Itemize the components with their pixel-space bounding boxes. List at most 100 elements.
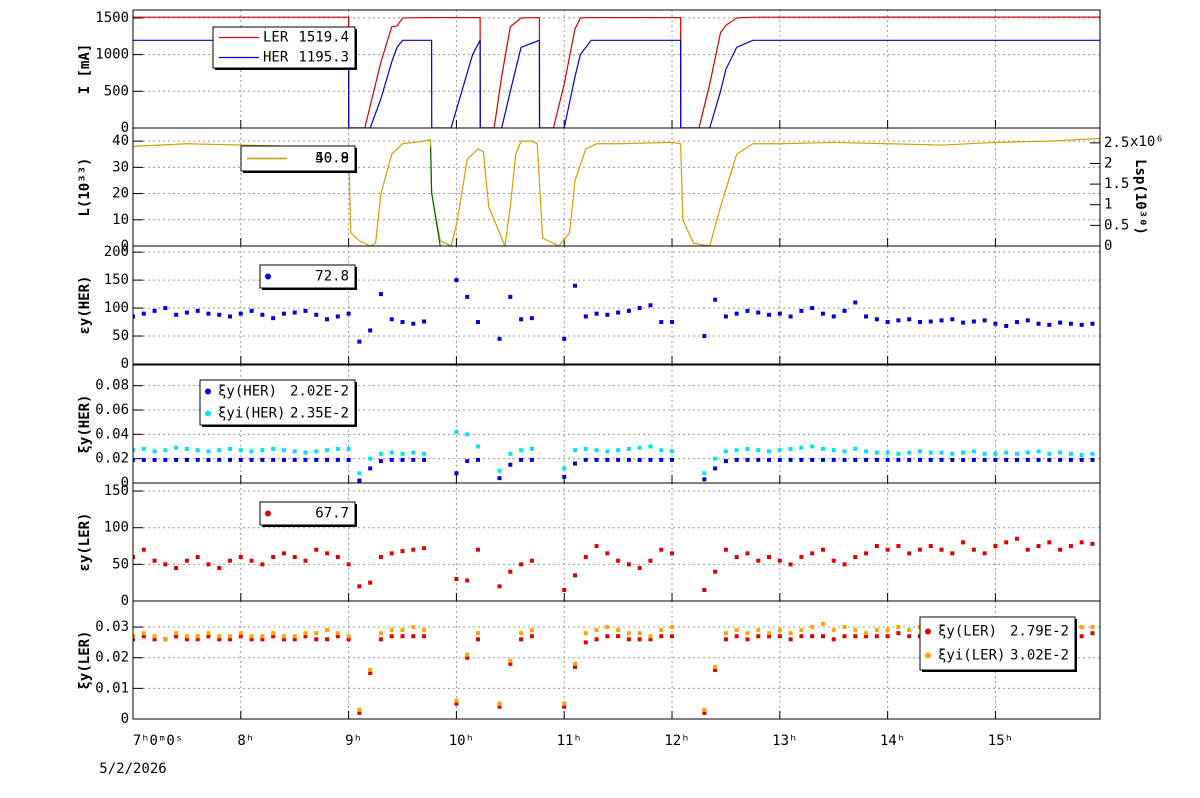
- legend-value: 72.8: [315, 269, 349, 285]
- point: [572, 283, 577, 288]
- point: [133, 457, 135, 462]
- point: [206, 634, 211, 639]
- legend-swatch: [925, 652, 931, 659]
- point: [368, 667, 373, 672]
- point: [799, 628, 804, 633]
- point: [853, 555, 858, 560]
- y2-tick-label: 1.5: [1104, 176, 1129, 192]
- point: [228, 457, 233, 462]
- point: [281, 311, 286, 316]
- point: [217, 634, 222, 639]
- point: [1090, 631, 1095, 636]
- point: [648, 634, 653, 639]
- point: [853, 634, 858, 639]
- point: [206, 457, 211, 462]
- plot-area: [133, 278, 1095, 344]
- point: [325, 637, 330, 642]
- point: [961, 320, 966, 325]
- point: [357, 707, 362, 712]
- x-tick-label: 13ʰ: [772, 733, 797, 749]
- point: [378, 459, 383, 464]
- point: [713, 297, 718, 302]
- point: [249, 634, 254, 639]
- point: [1058, 320, 1063, 325]
- legend-label: ξyi(LER): [938, 648, 1005, 664]
- point: [659, 628, 664, 633]
- y2-tick-label: 0: [1104, 238, 1112, 254]
- point: [184, 457, 189, 462]
- point: [206, 562, 211, 567]
- point: [950, 317, 955, 322]
- y-axis-label: εy(HER): [77, 275, 93, 334]
- point: [400, 451, 405, 456]
- point: [368, 328, 373, 333]
- point: [357, 478, 362, 483]
- point: [174, 566, 179, 571]
- point: [1090, 541, 1095, 546]
- point: [820, 457, 825, 462]
- point: [820, 311, 825, 316]
- point: [616, 634, 621, 639]
- point: [961, 450, 966, 455]
- y-tick-label: 30: [112, 159, 129, 175]
- point: [238, 634, 243, 639]
- point: [411, 634, 416, 639]
- point: [799, 457, 804, 462]
- point: [497, 701, 502, 706]
- point: [572, 573, 577, 578]
- y-tick-label: 0.02: [95, 451, 129, 467]
- point: [820, 634, 825, 639]
- point: [335, 314, 340, 319]
- point: [799, 445, 804, 450]
- point: [411, 321, 416, 326]
- point: [411, 450, 416, 455]
- point: [508, 462, 513, 467]
- point: [271, 316, 276, 321]
- point: [357, 339, 362, 344]
- point: [885, 450, 890, 455]
- y-tick-label: 0.01: [95, 680, 129, 696]
- point: [928, 457, 933, 462]
- point: [497, 476, 502, 481]
- point: [465, 459, 470, 464]
- plot-frame: [132, 245, 1101, 365]
- point: [133, 448, 135, 453]
- point: [799, 634, 804, 639]
- point: [907, 628, 912, 633]
- point: [713, 664, 718, 669]
- point: [378, 451, 383, 456]
- point: [249, 558, 254, 563]
- point: [605, 457, 610, 462]
- point: [238, 448, 243, 453]
- point: [152, 637, 157, 642]
- point: [950, 457, 955, 462]
- point: [917, 320, 922, 325]
- point: [454, 577, 459, 582]
- y-axis-label: L(10³³): [77, 157, 93, 216]
- point: [163, 562, 168, 567]
- point: [562, 704, 567, 709]
- y-tick-label: 0: [121, 711, 129, 727]
- point: [605, 312, 610, 317]
- x-tick-label: 10ʰ: [449, 733, 474, 749]
- point: [842, 449, 847, 454]
- point: [842, 308, 847, 313]
- point: [993, 457, 998, 462]
- point: [810, 457, 815, 462]
- point: [260, 634, 265, 639]
- point: [745, 637, 750, 642]
- point: [260, 457, 265, 462]
- point: [842, 625, 847, 630]
- point: [325, 457, 330, 462]
- point: [1047, 540, 1052, 545]
- point: [133, 314, 135, 319]
- point: [874, 317, 879, 322]
- point: [810, 551, 815, 556]
- point: [626, 637, 631, 642]
- point: [411, 547, 416, 552]
- point: [777, 311, 782, 316]
- y2-axis-label: Lsp(10³⁰): [1132, 159, 1148, 235]
- point: [508, 294, 513, 299]
- point: [1025, 450, 1030, 455]
- point: [174, 445, 179, 450]
